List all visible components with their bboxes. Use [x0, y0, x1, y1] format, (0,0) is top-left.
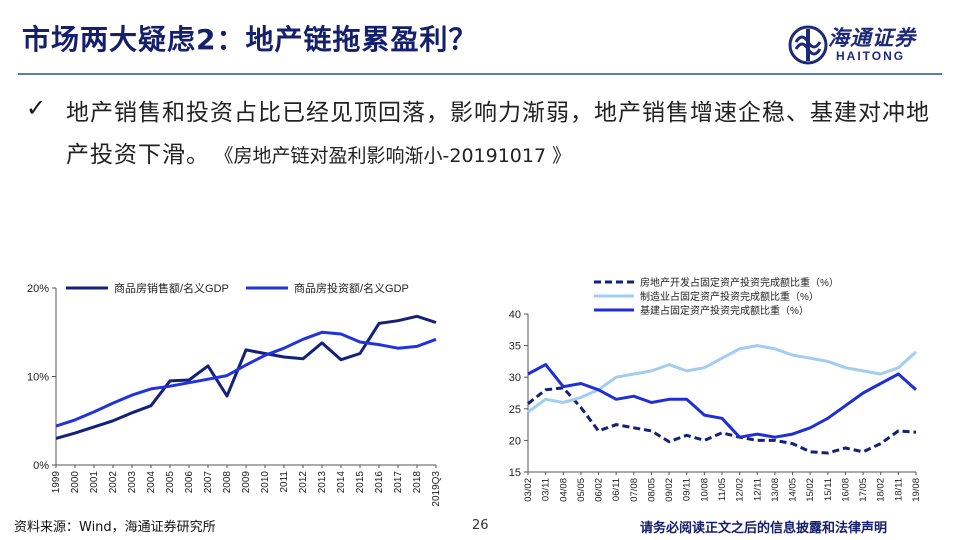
page-title: 市场两大疑虑2：地产链拖累盈利？ — [22, 23, 478, 56]
chart0-legend-label-0: 商品房销售额/名义GDP — [114, 281, 229, 295]
chart1-y-tick-label: 15 — [509, 467, 521, 479]
chart0-x-tick-label: 2019Q3 — [431, 471, 442, 507]
chart1-legend-label-0: 房地产开发占固定资产投资完成额比重（%） — [640, 276, 839, 289]
chart1-legend-label-1: 制造业占固定资产投资完成额比重（%） — [640, 290, 819, 303]
bullet-text: 地产销售和投资占比已经见顶回落，影响力渐弱，地产销售增速企稳、基建对冲地产投资下… — [66, 92, 936, 177]
chart1-x-tick-label: 19/08 — [911, 478, 922, 502]
chart1-x-tick-label: 12/11 — [752, 478, 763, 501]
logo-cn-text: 海通证券 — [828, 25, 916, 50]
chart1-y-tick-label: 30 — [509, 372, 521, 384]
chart1-x-tick-label: 03/11 — [541, 478, 552, 501]
chart1-x-tick-label: 17/05 — [858, 478, 869, 502]
chart1-x-tick-label: 11/05 — [717, 478, 728, 501]
logo-en-text: HAITONG — [836, 49, 906, 63]
chart0-x-tick-label: 2005 — [165, 471, 176, 494]
chart0-y-tick-label: 10% — [27, 372, 49, 384]
chart0-x-tick-label: 2010 — [260, 471, 271, 494]
chart1-x-tick-label: 08/05 — [646, 478, 657, 502]
chart1-x-tick-label: 15/02 — [805, 478, 816, 502]
chart1-x-tick-label: 09/02 — [664, 478, 675, 502]
chart1-y-tick-label: 35 — [509, 341, 521, 353]
chart1-x-tick-label: 14/05 — [788, 478, 799, 502]
chart0-x-tick-label: 1999 — [51, 471, 62, 494]
source-note: 资料来源：Wind，海通证券研究所 — [14, 520, 216, 535]
chart0-x-tick-label: 2003 — [127, 471, 138, 494]
chart1-x-tick-label: 07/08 — [629, 478, 640, 502]
chart0-x-tick-label: 2015 — [355, 471, 366, 494]
logo-emblem-icon — [788, 25, 828, 65]
chart0-x-tick-label: 2018 — [412, 471, 423, 494]
chart0-y-tick-label: 20% — [27, 283, 49, 295]
chart0-x-tick-label: 2007 — [203, 471, 214, 494]
chart0-y-tick-label: 0% — [33, 460, 49, 472]
chart0-x-tick-label: 2012 — [298, 471, 309, 494]
chart0-x-tick-label: 2017 — [393, 471, 404, 494]
chart1-x-tick-label: 16/08 — [840, 478, 851, 502]
legal-disclaimer: 请务必阅读正文之后的信息披露和法律声明 — [640, 521, 888, 536]
chart1-x-tick-label: 04/08 — [558, 478, 569, 502]
chart0-x-tick-label: 2016 — [374, 471, 385, 494]
chart0-series-line-1 — [55, 330, 437, 428]
chart1-x-tick-label: 05/05 — [576, 478, 587, 502]
chart1-x-tick-label: 10/08 — [699, 478, 710, 502]
chart0-x-tick-label: 2014 — [336, 471, 347, 494]
chart1-series-line-2 — [527, 363, 918, 439]
chart0-x-tick-label: 2004 — [146, 471, 157, 494]
chart0-x-tick-label: 2002 — [108, 471, 119, 494]
chart1-series-line-1 — [527, 344, 918, 414]
chart0-x-tick-label: 2013 — [317, 471, 328, 494]
chart1-legend-label-2: 基建占固定资产投资完成额比重（%） — [640, 304, 809, 317]
chart0-series-line-0 — [55, 314, 437, 440]
company-logo: 海通证券 HAITONG — [788, 22, 938, 68]
chart0-x-tick-label: 2000 — [70, 471, 81, 494]
chart1-x-tick-label: 06/02 — [594, 478, 605, 502]
chart0-legend-label-1: 商品房投资额/名义GDP — [294, 281, 409, 295]
chart1-x-tick-label: 15/11 — [823, 478, 834, 501]
check-icon: ✓ — [26, 94, 47, 122]
bullet-main-text: 地产销售和投资占比已经见顶回落，影响力渐弱，地产销售增速企稳、基建对冲地产投资下… — [66, 100, 930, 168]
chart0-x-tick-label: 2008 — [222, 471, 233, 494]
page-number: 26 — [472, 518, 489, 533]
title-divider — [18, 73, 942, 75]
chart0-x-tick-label: 2001 — [89, 471, 100, 494]
report-reference: 《房地产链对盈利影响渐小-20191017 》 — [224, 145, 572, 167]
chart1-y-tick-label: 20 — [509, 435, 521, 447]
chart1-x-tick-label: 18/11 — [893, 478, 904, 501]
chart1-y-tick-label: 25 — [509, 404, 521, 416]
chart1-x-tick-label: 06/11 — [611, 478, 622, 501]
chart0-x-tick-label: 2011 — [279, 471, 290, 493]
chart1-x-tick-label: 13/08 — [770, 478, 781, 502]
chart1-x-tick-label: 09/11 — [682, 478, 693, 501]
chart0-x-tick-label: 2006 — [184, 471, 195, 494]
chart0-x-tick-label: 2009 — [241, 471, 252, 494]
chart1-x-tick-label: 12/02 — [735, 478, 746, 502]
chart1-x-tick-label: 18/02 — [876, 478, 887, 502]
chart1-y-tick-label: 40 — [509, 309, 521, 321]
chart1-x-tick-label: 03/02 — [523, 478, 534, 502]
